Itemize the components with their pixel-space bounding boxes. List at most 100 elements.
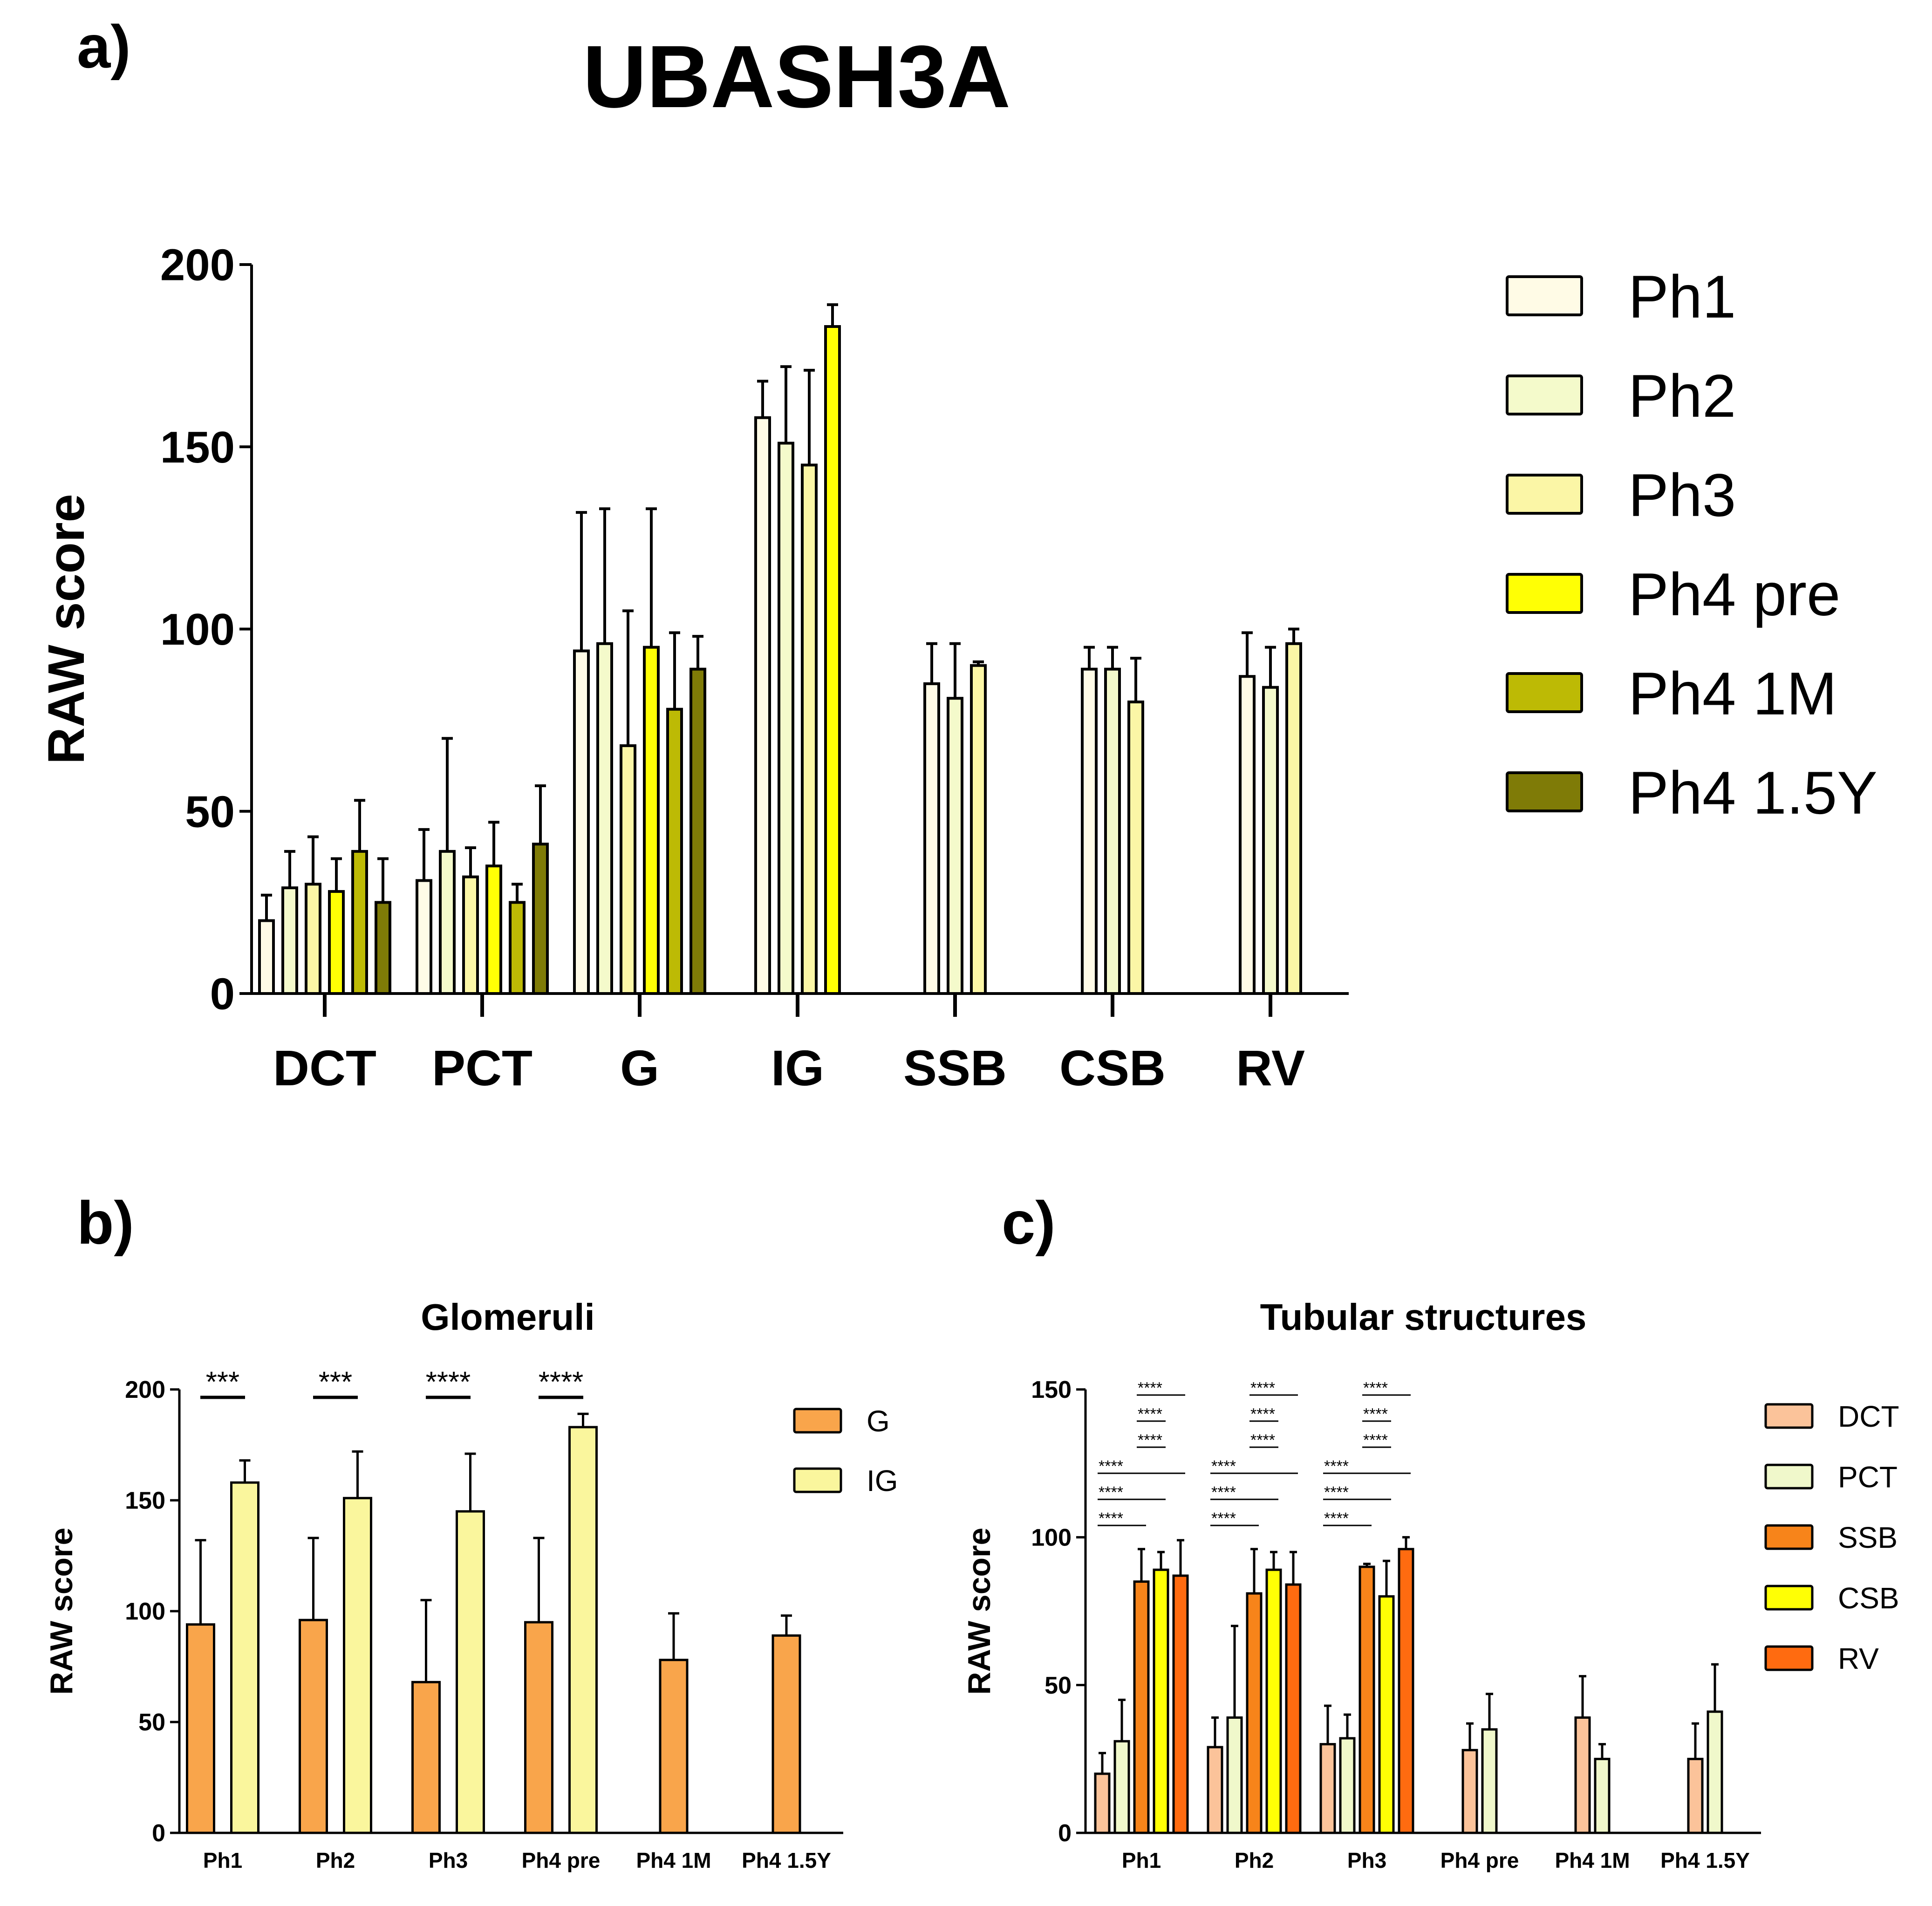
legend-swatch-ph4-1m	[1506, 672, 1583, 713]
y-tick-label: 100	[1031, 1525, 1072, 1552]
bar-ph4-1-5y-pct	[532, 843, 549, 995]
y-tick-label: 50	[1045, 1672, 1072, 1699]
bar-ph4-1m-pct	[509, 901, 526, 995]
bar-csb-ph2	[1265, 1568, 1282, 1834]
significance-label: ****	[1099, 1510, 1123, 1527]
significance-label: ****	[1099, 1484, 1123, 1501]
bar-ig-ph3	[456, 1510, 485, 1834]
bar-ph2-g	[596, 642, 613, 995]
significance-label: ****	[426, 1366, 471, 1398]
bar-rv-ph3	[1398, 1548, 1414, 1834]
x-tick-label: Ph4 1.5Y	[742, 1848, 831, 1872]
significance-label: ***	[319, 1366, 352, 1398]
x-tick-label: Ph4 pre	[522, 1848, 601, 1872]
x-tick-label: CSB	[1059, 1040, 1166, 1096]
legend-label-ph4-pre: Ph4 pre	[1628, 560, 1840, 628]
panel-c-title: Tubular structures	[1260, 1296, 1587, 1338]
bar-ph4-1m-g	[666, 708, 683, 995]
bar-ph4-pre-dct	[328, 890, 345, 995]
chart-panel-b: 0 50 100 150 200 RAW score Ph1 Ph2 Ph3 Ph4 pre Ph4…	[44, 1366, 898, 1872]
x-tick-label: Ph4 1M	[636, 1848, 711, 1872]
significance-label: ****	[1138, 1431, 1162, 1449]
bar-ph3-dct	[305, 883, 321, 995]
legend-label-g: G	[867, 1404, 890, 1438]
significance-label: ****	[1363, 1405, 1388, 1423]
significance-label: ****	[1250, 1431, 1275, 1449]
bar-g-ph3	[411, 1681, 441, 1834]
y-tick-label: 150	[125, 1487, 165, 1514]
x-tick-label: RV	[1236, 1040, 1305, 1096]
bar-ph1-ssb	[923, 682, 940, 995]
x-tick-label: Ph1	[203, 1848, 242, 1872]
y-axis-label: RAW score	[44, 1528, 79, 1695]
legend-swatch-ph3	[1506, 474, 1583, 515]
bar-ph2-pct	[439, 850, 456, 995]
bar-ph4-pre-ig	[824, 325, 841, 995]
bar-rv-ph1	[1172, 1574, 1189, 1834]
significance-label: ****	[1363, 1431, 1388, 1449]
significance-label: ****	[1363, 1379, 1388, 1397]
legend-swatch-ph1	[1506, 275, 1583, 316]
bar-g-ph2	[299, 1619, 328, 1834]
y-tick-label: 100	[160, 605, 235, 654]
bar-ph3-g	[620, 744, 636, 995]
bar-ssb-ph2	[1246, 1592, 1263, 1834]
significance-label: ****	[1324, 1510, 1349, 1527]
legend-label-ig: IG	[867, 1464, 898, 1498]
legend-label-dct: DCT	[1838, 1400, 1899, 1433]
bar-ph1-csb	[1081, 667, 1098, 995]
y-tick-label: 150	[1031, 1376, 1072, 1403]
y-tick-label: 50	[138, 1709, 165, 1736]
bar-ph4-pre-pct	[485, 865, 502, 995]
bar-ph1-dct	[258, 919, 275, 995]
bar-csb-ph3	[1378, 1595, 1395, 1834]
bar-pct-ph3	[1339, 1737, 1356, 1834]
legend-swatch-pct	[1764, 1464, 1814, 1490]
legend-swatch-g	[793, 1408, 842, 1434]
significance-label: ****	[1324, 1484, 1349, 1501]
legend-label-ph3: Ph3	[1628, 461, 1736, 529]
significance-label: ****	[1324, 1457, 1349, 1475]
bar-ph3-ig	[801, 463, 818, 995]
y-tick-label: 0	[1058, 1820, 1072, 1847]
bar-g-ph4-1-5y	[771, 1634, 801, 1834]
bar-ph4-pre-g	[643, 646, 660, 995]
y-axis-label: RAW score	[962, 1528, 997, 1695]
panel-b-title: Glomeruli	[421, 1296, 594, 1338]
bar-pct-ph4-pre	[1481, 1728, 1498, 1834]
legend-label-ph2: Ph2	[1628, 362, 1736, 430]
chart-panel-c: 0 50 100 150 RAW score Ph1 Ph2 Ph3 Ph4 pre Ph4 1M…	[962, 1376, 1899, 1872]
bar-ph3-csb	[1127, 701, 1144, 995]
bar-ph1-g	[573, 649, 590, 995]
bar-ph2-dct	[281, 886, 298, 995]
bar-pct-ph4-1-5y	[1707, 1710, 1723, 1834]
bar-dct-ph1	[1094, 1772, 1111, 1834]
bar-dct-ph4-1-5y	[1687, 1757, 1704, 1834]
legend-label-ph1: Ph1	[1628, 263, 1736, 331]
y-tick-label: 150	[160, 422, 235, 472]
bar-dct-ph3	[1319, 1743, 1336, 1834]
legend-swatch-rv	[1764, 1645, 1814, 1671]
significance-label: ***	[206, 1366, 239, 1398]
legend-label-csb: CSB	[1838, 1581, 1899, 1615]
x-tick-label: Ph4 1.5Y	[1660, 1848, 1750, 1872]
legend-swatch-ssb	[1764, 1524, 1814, 1550]
bar-ph2-ig	[778, 442, 794, 995]
x-tick-label: Ph2	[316, 1848, 355, 1872]
significance-label: ****	[1138, 1405, 1162, 1423]
x-tick-label: DCT	[273, 1040, 376, 1096]
x-tick-label: Ph4 1M	[1555, 1848, 1630, 1872]
bar-ph3-ssb	[970, 664, 987, 995]
bar-dct-ph2	[1207, 1746, 1223, 1834]
y-tick-label: 200	[160, 240, 235, 290]
bar-ph1-pct	[416, 879, 432, 995]
bar-pct-ph2	[1226, 1716, 1243, 1834]
legend-label-ph4-1-5y: Ph4 1.5Y	[1628, 759, 1877, 827]
bar-g-ph1	[186, 1623, 215, 1834]
x-tick-label: PCT	[432, 1040, 532, 1096]
significance-label: ****	[1250, 1379, 1275, 1397]
chart-panel-a: 0 50 100 150 200 RAW score DCT PCT G IG SSB CSB RV Ph…	[38, 240, 1877, 1096]
legend-swatch-dct	[1764, 1403, 1814, 1429]
legend-swatch-ph4-pre	[1506, 573, 1583, 614]
bar-ph4-1-5y-g	[690, 667, 706, 995]
